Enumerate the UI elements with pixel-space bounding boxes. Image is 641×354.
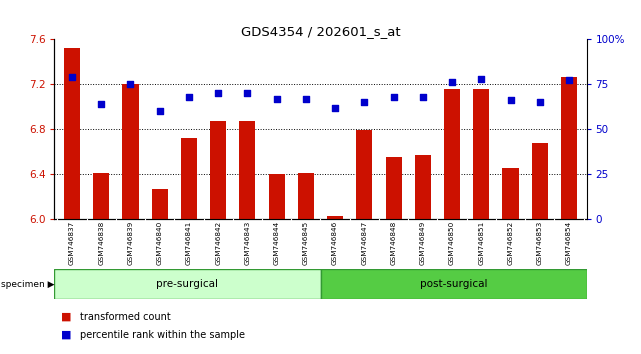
Text: GSM746839: GSM746839 [128,221,133,265]
Bar [385,158,402,219]
Bar [210,121,226,219]
Point [359,99,369,105]
Text: GSM746837: GSM746837 [69,221,75,265]
Point [388,94,399,99]
Text: GSM746841: GSM746841 [186,221,192,265]
Bar [320,269,587,299]
Bar [152,189,168,219]
Point [242,90,253,96]
Point [301,96,311,101]
Bar [327,216,343,219]
Text: GSM746852: GSM746852 [508,221,513,265]
Text: GSM746848: GSM746848 [390,221,397,265]
Bar [64,48,80,219]
Point [184,94,194,99]
Text: GSM746842: GSM746842 [215,221,221,265]
Text: GSM746846: GSM746846 [332,221,338,265]
Text: ■: ■ [61,330,71,339]
Point [564,78,574,83]
Bar [531,143,548,219]
Bar [444,88,460,219]
Point [126,81,136,87]
Text: GSM746847: GSM746847 [362,221,367,265]
Point [96,101,106,107]
Bar [298,173,314,219]
Text: GSM746840: GSM746840 [156,221,163,265]
Bar [54,269,320,299]
Text: percentile rank within the sample: percentile rank within the sample [80,330,245,339]
Text: specimen ▶: specimen ▶ [1,280,54,289]
Bar [473,88,489,219]
Bar [503,167,519,219]
Bar [561,77,577,219]
Text: GSM746850: GSM746850 [449,221,455,265]
Text: transformed count: transformed count [80,312,171,322]
Point [272,96,282,101]
Point [67,74,77,80]
Bar [415,155,431,219]
Text: GSM746851: GSM746851 [478,221,485,265]
Text: ■: ■ [61,312,71,322]
Text: GSM746854: GSM746854 [566,221,572,265]
Point [476,76,487,81]
Point [535,99,545,105]
Point [505,97,515,103]
Text: GSM746845: GSM746845 [303,221,309,265]
Text: GSM746844: GSM746844 [274,221,279,265]
Text: GSM746849: GSM746849 [420,221,426,265]
Title: GDS4354 / 202601_s_at: GDS4354 / 202601_s_at [240,25,401,38]
Point [330,105,340,110]
Text: post-surgical: post-surgical [420,279,487,289]
Bar [122,84,138,219]
Point [447,79,457,85]
Text: GSM746843: GSM746843 [244,221,251,265]
Bar [356,130,372,219]
Point [154,108,165,114]
Bar [93,173,110,219]
Text: GSM746853: GSM746853 [537,221,543,265]
Point [213,90,223,96]
Bar [269,174,285,219]
Text: pre-surgical: pre-surgical [156,279,219,289]
Text: GSM746838: GSM746838 [98,221,104,265]
Point [418,94,428,99]
Bar [239,121,256,219]
Bar [181,138,197,219]
